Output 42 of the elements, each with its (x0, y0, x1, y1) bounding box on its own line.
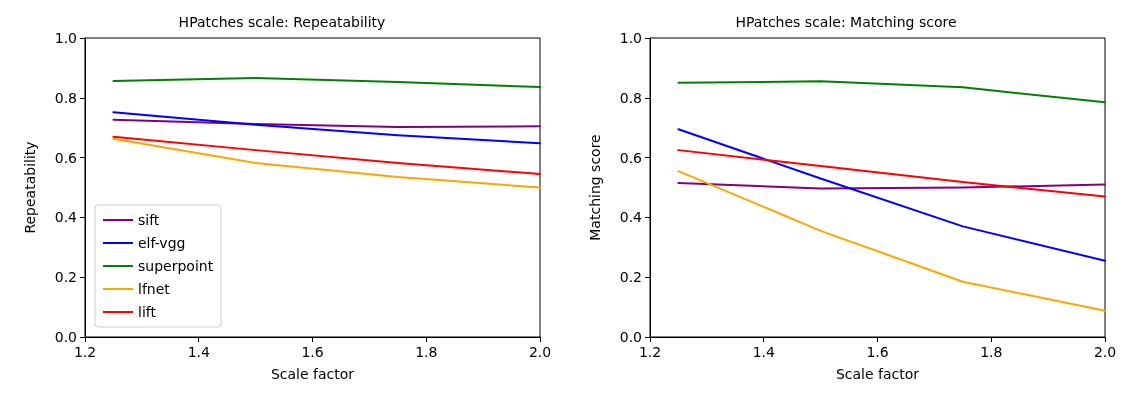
x-tick-label: 1.2 (73, 344, 97, 360)
y-tick-label: 0.6 (54, 149, 78, 166)
legend-label: superpoint (138, 258, 214, 274)
y-axis-title: Repeatability (22, 141, 38, 234)
x-axis-title: Scale factor (835, 366, 920, 382)
line-series (677, 128, 1106, 262)
x-tick-label: 1.8 (415, 344, 438, 360)
y-tick-label: 0.2 (54, 269, 77, 286)
line-series (677, 149, 1106, 198)
x-tick-label: 1.4 (187, 344, 210, 360)
y-tick-label: 0.4 (54, 209, 78, 226)
x-tick-label: 1.6 (866, 344, 889, 360)
y-tick-label: 0.0 (619, 329, 642, 345)
y-tick-label: 0.8 (54, 89, 77, 106)
y-tick-label: 0.2 (619, 269, 642, 286)
chart-title: HPatches scale: Repeatability (178, 14, 386, 30)
x-tick-label: 1.2 (638, 344, 662, 360)
x-tick-label: 2.0 (528, 344, 552, 360)
legend-label: lift (138, 304, 157, 320)
legend-label: elf-vgg (138, 235, 186, 251)
legend-label: sift (138, 212, 160, 228)
y-tick-label: 0.8 (619, 89, 642, 106)
line-series (112, 137, 541, 189)
y-tick-label: 0.4 (619, 209, 643, 226)
x-tick-label: 1.6 (301, 344, 324, 360)
legend-label: lfnet (138, 281, 171, 297)
line-series (112, 135, 541, 176)
line-series (112, 118, 541, 129)
x-tick-label: 2.0 (1093, 344, 1117, 360)
y-tick-label: 0.6 (619, 149, 643, 166)
line-series (677, 80, 1106, 104)
x-tick-label: 1.4 (752, 344, 775, 360)
y-tick-label: 1.0 (54, 30, 77, 46)
line-series (112, 111, 541, 145)
y-tick-label: 1.0 (619, 30, 642, 46)
chart-title: HPatches scale: Matching score (735, 14, 957, 30)
y-tick-label: 0.0 (54, 329, 77, 345)
x-axis-title: Scale factor (270, 366, 355, 382)
line-series (112, 77, 541, 89)
y-axis-title: Matching score (587, 134, 603, 241)
line-series (677, 170, 1106, 312)
x-tick-label: 1.8 (980, 344, 1003, 360)
